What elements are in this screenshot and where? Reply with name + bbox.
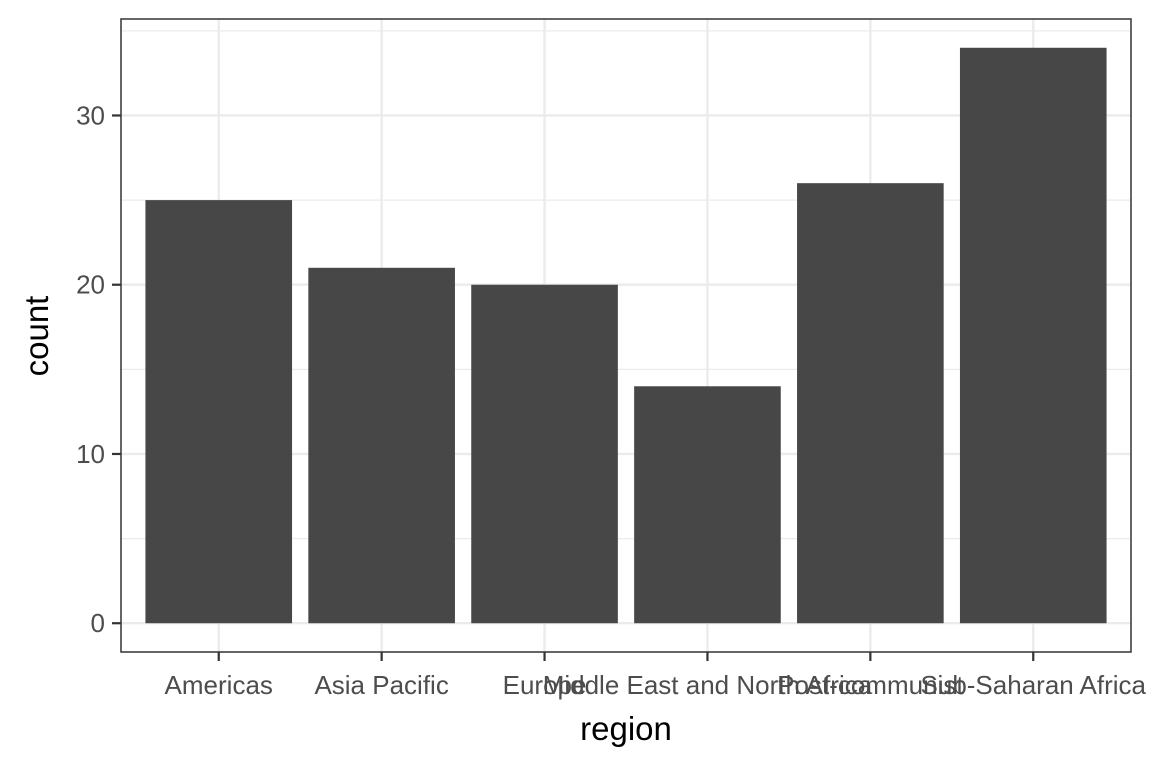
x-axis-title: region — [580, 710, 672, 747]
y-tick-label: 10 — [76, 439, 105, 469]
panel-border — [120, 18, 1132, 653]
x-tick-label: Europe — [503, 670, 587, 700]
y-tick-label: 0 — [91, 608, 105, 638]
x-tick-label: Middle East and North Africa — [543, 670, 873, 700]
x-tick-label: Post-communist — [777, 670, 964, 700]
bar — [308, 267, 455, 624]
y-axis-title: count — [18, 296, 55, 377]
x-tick-label: Americas — [165, 670, 273, 700]
y-axis: 0 10 20 30 — [76, 100, 121, 638]
bar — [634, 386, 781, 624]
bar — [471, 284, 618, 624]
bar — [959, 47, 1107, 624]
x-tick-label: Asia Pacific — [314, 670, 448, 700]
y-tick-label: 20 — [76, 270, 105, 300]
bars — [145, 47, 1107, 624]
bar — [797, 183, 944, 624]
y-tick-label: 30 — [76, 100, 105, 130]
x-tick-label: Sub-Saharan Africa — [921, 670, 1147, 700]
bar — [145, 200, 293, 624]
